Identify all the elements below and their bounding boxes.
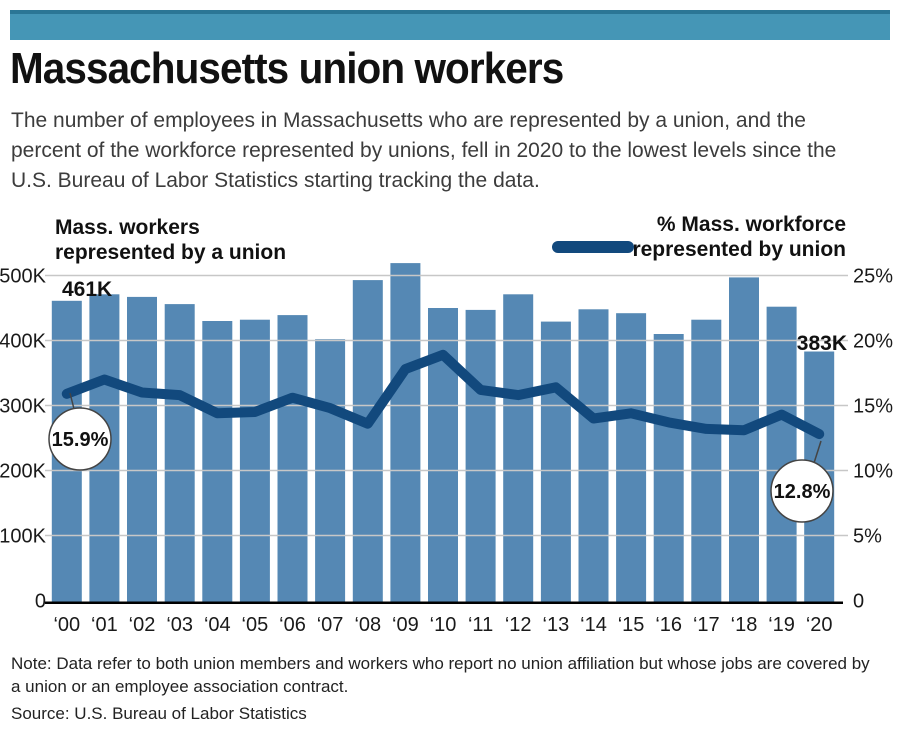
bar-05 [239,319,270,602]
first-line-value-label: 15.9% [52,429,109,451]
legend-right-line2: represented by union [632,238,846,261]
bar-09 [390,263,421,602]
line-series-group [61,349,825,440]
x-axis-label-05: ‘05 [242,614,269,636]
x-axis-label-19: ‘19 [768,614,795,636]
x-axis-label-11: ‘11 [468,614,493,636]
bar-18 [729,277,759,602]
left-axis-labels: 0 100K 200K 300K 400K 500K [0,266,47,613]
left-axis-tick-100K: 100K [0,526,47,548]
last-bar-value-label: 383K [797,332,847,355]
left-axis-tick-300K: 300K [0,396,47,418]
bar-06 [277,315,308,602]
callout-circle-last [770,459,834,523]
x-axis-label-08: ‘08 [354,614,381,636]
x-axis-label-03: ‘03 [166,614,193,636]
left-axis-tick-0: 0 [35,591,46,613]
bar-08 [352,280,383,602]
x-axis-label-10: ‘10 [430,614,457,636]
x-axis-label-13: ‘13 [543,614,570,636]
callout-line-last [813,440,822,464]
x-axis-label-09: ‘09 [392,614,419,636]
legend-line-swatch [552,241,634,253]
right-axis-tick-25%: 25% [853,266,893,288]
percent-workforce-line [61,349,825,440]
x-axis-label-12: ‘12 [505,614,532,636]
x-axis-label-06: ‘06 [279,614,306,636]
bar-13 [540,321,571,602]
right-axis-tick-10%: 10% [853,461,893,483]
legend-left-line2: represented by a union [55,241,286,264]
legend-right-line1: % Mass. workforce [657,213,846,236]
left-axis-tick-400K: 400K [0,331,47,353]
x-axis-label-14: ‘14 [580,614,607,636]
callout-circle-first [48,407,112,471]
gridlines-group [45,274,848,537]
x-axis-label-15: ‘15 [618,614,645,636]
bar-16 [653,334,684,602]
x-axis-label-00: ‘00 [53,614,80,636]
page-title: Massachusetts union workers [10,44,564,93]
x-axis-label-04: ‘04 [204,614,231,636]
last-line-value-label: 12.8% [774,481,831,503]
bar-02 [127,296,157,602]
bar-04 [202,321,233,602]
x-axis-labels: ‘00 ‘01 ‘02 ‘03 ‘04 ‘05 ‘06 ‘07 ‘08 ‘09 ‘10 ‘11 ‘12 ‘… [53,614,832,636]
x-axis-label-07: ‘07 [317,614,344,636]
bar-12 [503,294,534,602]
top-banner-bar [10,10,890,40]
x-axis-label-17: ‘17 [693,614,720,636]
note-text: Note: Data refer to both union members a… [11,654,870,696]
page-subtitle: The number of employees in Massachusetts… [11,109,837,192]
x-axis-label-02: ‘02 [129,614,156,636]
x-axis-label-20: ‘20 [806,614,833,636]
chart-footer: Note: Data refer to both union members a… [11,653,883,726]
bar-19 [766,306,797,602]
right-axis-tick-20%: 20% [853,331,893,353]
x-axis-label-16: ‘16 [655,614,682,636]
bar-15 [616,313,647,602]
source-text: Source: U.S. Bureau of Labor Statistics [11,703,307,723]
bar-17 [691,319,722,602]
callout-line-first [69,392,75,410]
x-axis-label-18: ‘18 [731,614,758,636]
right-axis-labels: 0 5% 10% 15% 20% 25% [853,266,893,613]
first-bar-value-label: 461K [62,278,112,301]
bar-11 [465,309,496,602]
right-axis-tick-0: 0 [853,591,864,613]
legend-left-line1: Mass. workers [55,216,200,239]
bar-03 [164,304,195,602]
x-axis-label-01: ‘01 [91,614,118,636]
left-axis-tick-200K: 200K [0,461,47,483]
left-axis-tick-500K: 500K [0,266,47,288]
right-axis-tick-15%: 15% [853,396,893,418]
right-axis-tick-5%: 5% [853,526,882,548]
bar-14 [578,309,609,602]
